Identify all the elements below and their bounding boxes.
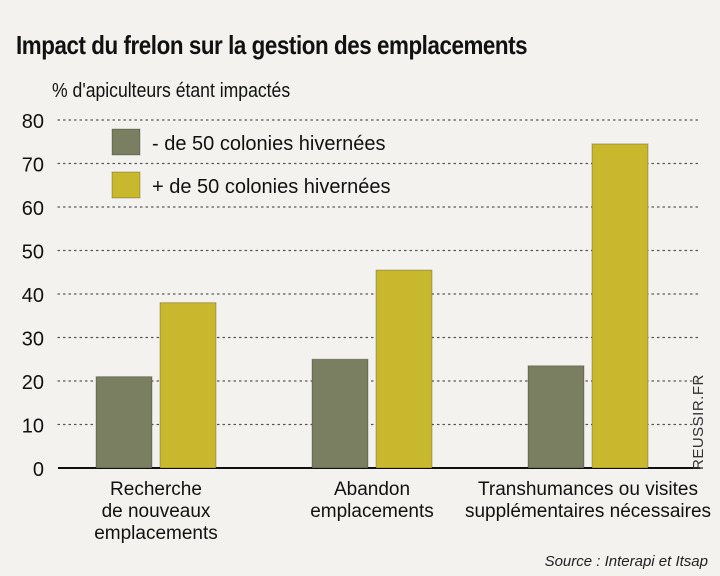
x-tick-label: Recherche [110, 479, 202, 500]
legend-label: - de 50 colonies hivernées [152, 133, 385, 155]
y-tick-label: 70 [22, 155, 44, 177]
x-tick-label: emplacements [94, 523, 218, 544]
watermark: REUSSIR.FR [690, 374, 707, 470]
bar [375, 269, 433, 469]
x-tick-label: Transhumances ou visites [478, 479, 698, 500]
y-tick-label: 0 [33, 459, 44, 481]
legend-swatch [111, 171, 141, 199]
y-axis-label: % d'apiculteurs étant impactés [52, 80, 291, 102]
bar [527, 365, 585, 469]
chart-title: Impact du frelon sur la gestion des empl… [16, 30, 528, 60]
y-tick-label: 40 [22, 285, 44, 307]
source-note: Source : Interapi et Itsap [544, 553, 708, 570]
bar [591, 143, 649, 469]
bar [95, 376, 153, 469]
y-tick-label: 60 [22, 198, 44, 220]
y-tick-label: 10 [22, 416, 44, 438]
y-tick-label: 80 [22, 111, 44, 133]
legend-label: + de 50 colonies hivernées [152, 176, 391, 198]
legend-swatch [111, 128, 141, 156]
y-tick-label: 30 [22, 329, 44, 351]
x-tick-label: Abandon [334, 479, 410, 500]
y-tick-label: 20 [22, 372, 44, 394]
bar [159, 302, 217, 469]
x-tick-label: supplémentaires nécessaires [465, 501, 711, 522]
bar [311, 358, 369, 469]
y-tick-label: 50 [22, 242, 44, 264]
x-tick-label: de nouveaux [102, 501, 211, 522]
x-tick-label: emplacements [310, 501, 434, 522]
